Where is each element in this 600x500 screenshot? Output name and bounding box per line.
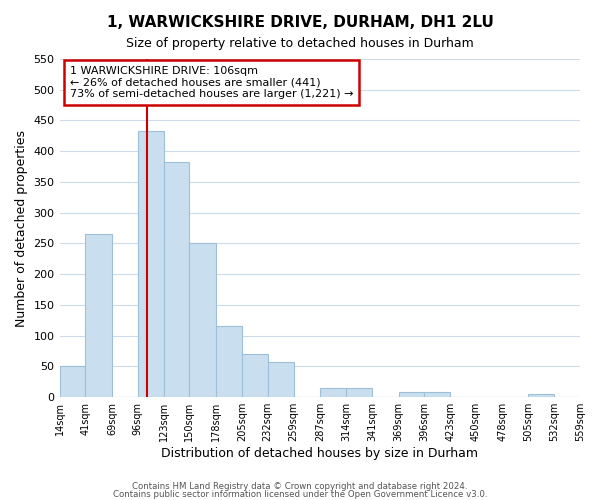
Text: Contains HM Land Registry data © Crown copyright and database right 2024.: Contains HM Land Registry data © Crown c…: [132, 482, 468, 491]
Bar: [59, 366, 85, 397]
Bar: [216, 326, 242, 397]
Bar: [190, 244, 216, 397]
Bar: [320, 388, 346, 397]
Text: Contains public sector information licensed under the Open Government Licence v3: Contains public sector information licen…: [113, 490, 487, 499]
Bar: [85, 234, 112, 397]
Text: 1, WARWICKSHIRE DRIVE, DURHAM, DH1 2LU: 1, WARWICKSHIRE DRIVE, DURHAM, DH1 2LU: [107, 15, 493, 30]
Bar: [138, 131, 164, 397]
Text: 1 WARWICKSHIRE DRIVE: 106sqm
← 26% of detached houses are smaller (441)
73% of s: 1 WARWICKSHIRE DRIVE: 106sqm ← 26% of de…: [70, 66, 353, 99]
Bar: [164, 162, 190, 397]
Bar: [424, 392, 450, 397]
Text: Size of property relative to detached houses in Durham: Size of property relative to detached ho…: [126, 38, 474, 51]
Bar: [268, 362, 293, 397]
Bar: [346, 388, 372, 397]
X-axis label: Distribution of detached houses by size in Durham: Distribution of detached houses by size …: [161, 447, 478, 460]
Bar: [398, 392, 424, 397]
Bar: [529, 394, 554, 397]
Bar: [242, 354, 268, 397]
Y-axis label: Number of detached properties: Number of detached properties: [15, 130, 28, 326]
